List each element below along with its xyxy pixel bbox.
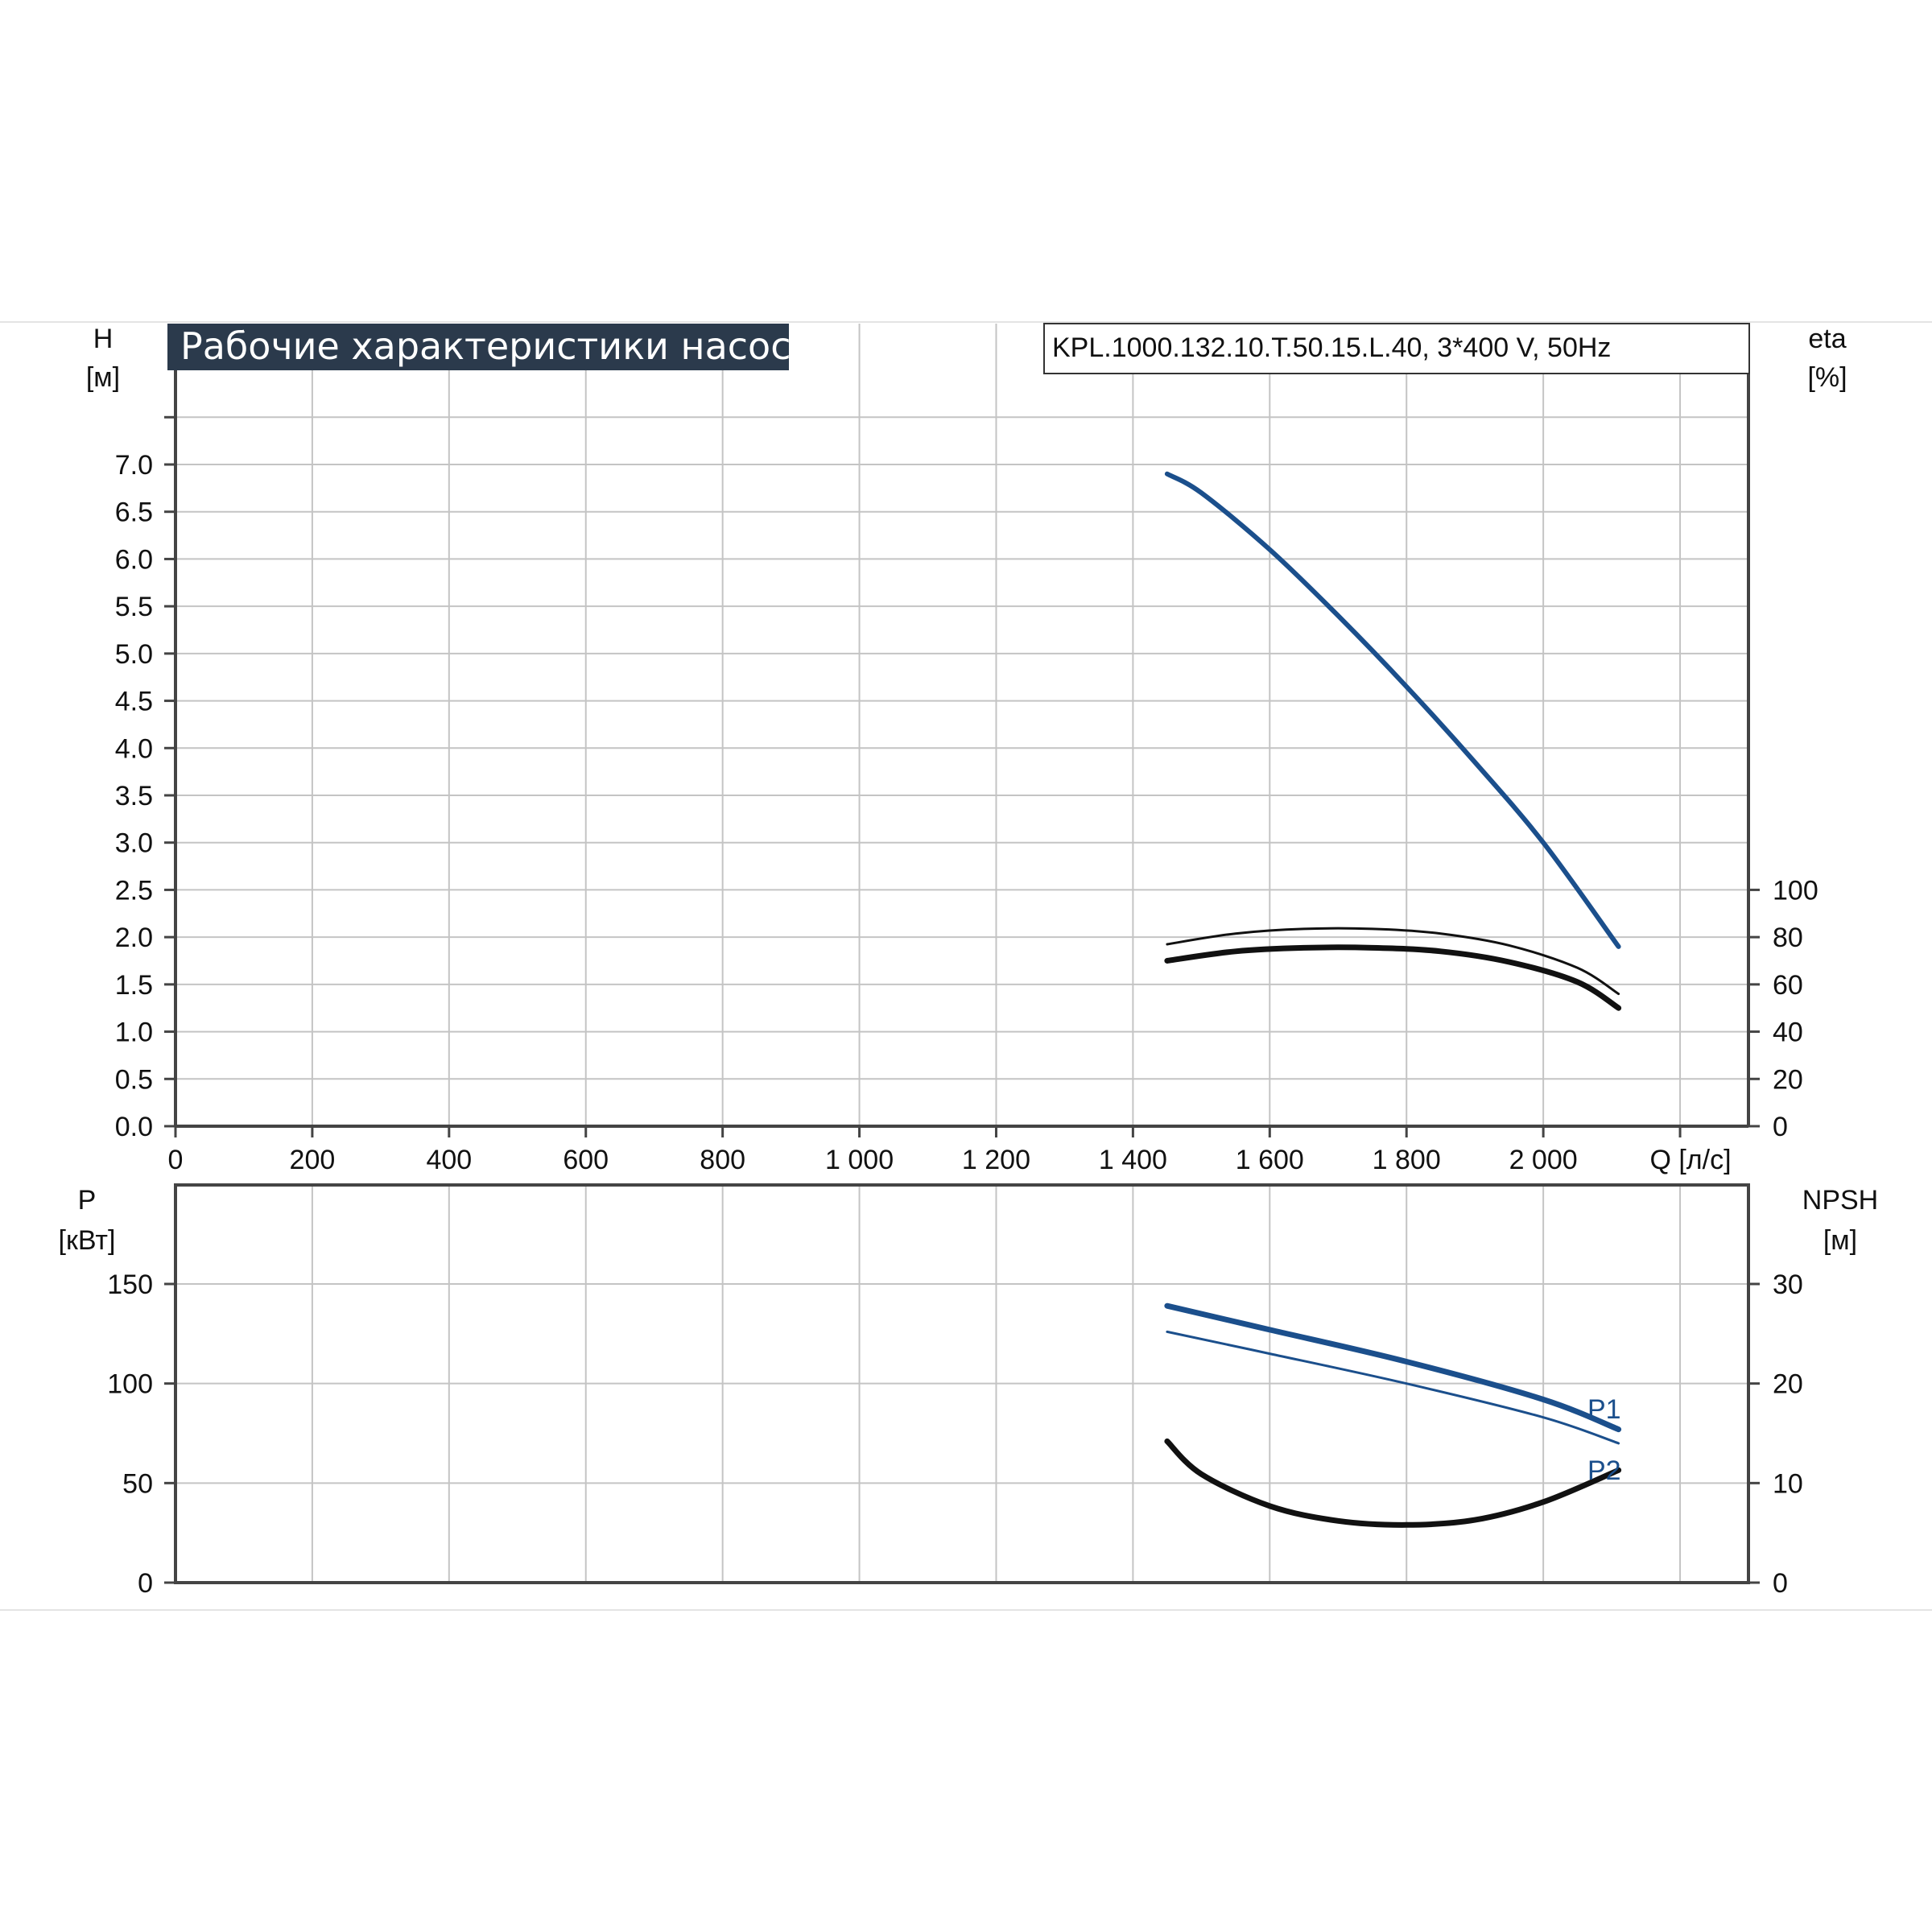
y-left-tick-label: 1.0 [115, 1018, 153, 1048]
y-right-unit: [%] [1807, 362, 1847, 393]
npsh-tick-label: 30 [1773, 1269, 1803, 1300]
npsh-curve [1164, 1438, 1622, 1528]
chart-title: Рабочие характеристики насоса [180, 324, 814, 368]
p-tick-label: 50 [122, 1468, 153, 1499]
x-tick-label: 0 [168, 1145, 184, 1175]
x-tick-label: 1 200 [962, 1145, 1030, 1175]
series-label-p1: P1 [1587, 1394, 1621, 1425]
y-left-unit: [м] [86, 362, 120, 393]
npsh-axis-name: NPSH [1802, 1185, 1878, 1216]
y-left-tick-label: 4.5 [115, 687, 153, 717]
x-tick-label: 200 [290, 1145, 336, 1175]
y-right-name: eta [1808, 324, 1846, 354]
x-tick-label: 2 000 [1509, 1145, 1578, 1175]
series-label-p2: P2 [1587, 1455, 1621, 1486]
npsh-axis-unit: [м] [1823, 1225, 1857, 1256]
x-tick-label: 1 600 [1236, 1145, 1304, 1175]
x-tick-label: 1 000 [825, 1145, 894, 1175]
y-right-tick-label: 100 [1773, 875, 1818, 906]
p-axis-name: P [78, 1185, 97, 1216]
npsh-tick-label: 10 [1773, 1468, 1803, 1499]
y-left-tick-label: 2.5 [115, 875, 153, 906]
p-tick-label: 0 [138, 1568, 153, 1599]
y-right-tick-label: 0 [1773, 1112, 1788, 1142]
power-curve-p2 [1166, 1330, 1620, 1445]
y-left-tick-label: 2.0 [115, 923, 153, 953]
y-left-tick-label: 4.0 [115, 733, 153, 764]
p-tick-label: 150 [107, 1269, 153, 1300]
model-box [1043, 323, 1750, 374]
y-left-tick-label: 6.5 [115, 497, 153, 528]
x-axis-label: Q [л/с] [1649, 1145, 1731, 1175]
y-right-tick-label: 60 [1773, 970, 1803, 1001]
y-left-tick-label: 6.0 [115, 544, 153, 575]
y-left-tick-label: 7.0 [115, 450, 153, 481]
y-left-name: H [93, 324, 114, 354]
head-curve [1164, 471, 1621, 949]
y-left-tick-label: 3.5 [115, 781, 153, 811]
power-curve-p1 [1164, 1302, 1622, 1433]
chart-subtitle: KPL.1000.132.10.T.50.15.L.40, 3*400 V, 5… [1052, 332, 1611, 363]
x-tick-label: 600 [563, 1145, 609, 1175]
y-left-tick-label: 3.0 [115, 828, 153, 859]
p-axis-unit: [кВт] [59, 1225, 116, 1256]
y-left-tick-label: 5.0 [115, 639, 153, 670]
y-left-tick-label: 0.0 [115, 1112, 153, 1142]
title-banner [167, 324, 789, 370]
y-left-tick-label: 5.5 [115, 592, 153, 622]
y-left-tick-label: 0.5 [115, 1064, 153, 1095]
x-tick-label: 1 800 [1373, 1145, 1441, 1175]
p-tick-label: 100 [107, 1369, 153, 1400]
efficiency-curve-thin [1166, 927, 1620, 996]
npsh-tick-label: 0 [1773, 1568, 1788, 1599]
y-right-tick-label: 40 [1773, 1018, 1803, 1048]
x-tick-label: 800 [700, 1145, 745, 1175]
x-tick-label: 1 400 [1099, 1145, 1167, 1175]
x-tick-label: 400 [426, 1145, 472, 1175]
y-right-tick-label: 20 [1773, 1064, 1803, 1095]
efficiency-curve-thick [1164, 944, 1622, 1011]
y-right-tick-label: 80 [1773, 923, 1803, 953]
y-left-tick-label: 1.5 [115, 970, 153, 1001]
npsh-tick-label: 20 [1773, 1369, 1803, 1400]
